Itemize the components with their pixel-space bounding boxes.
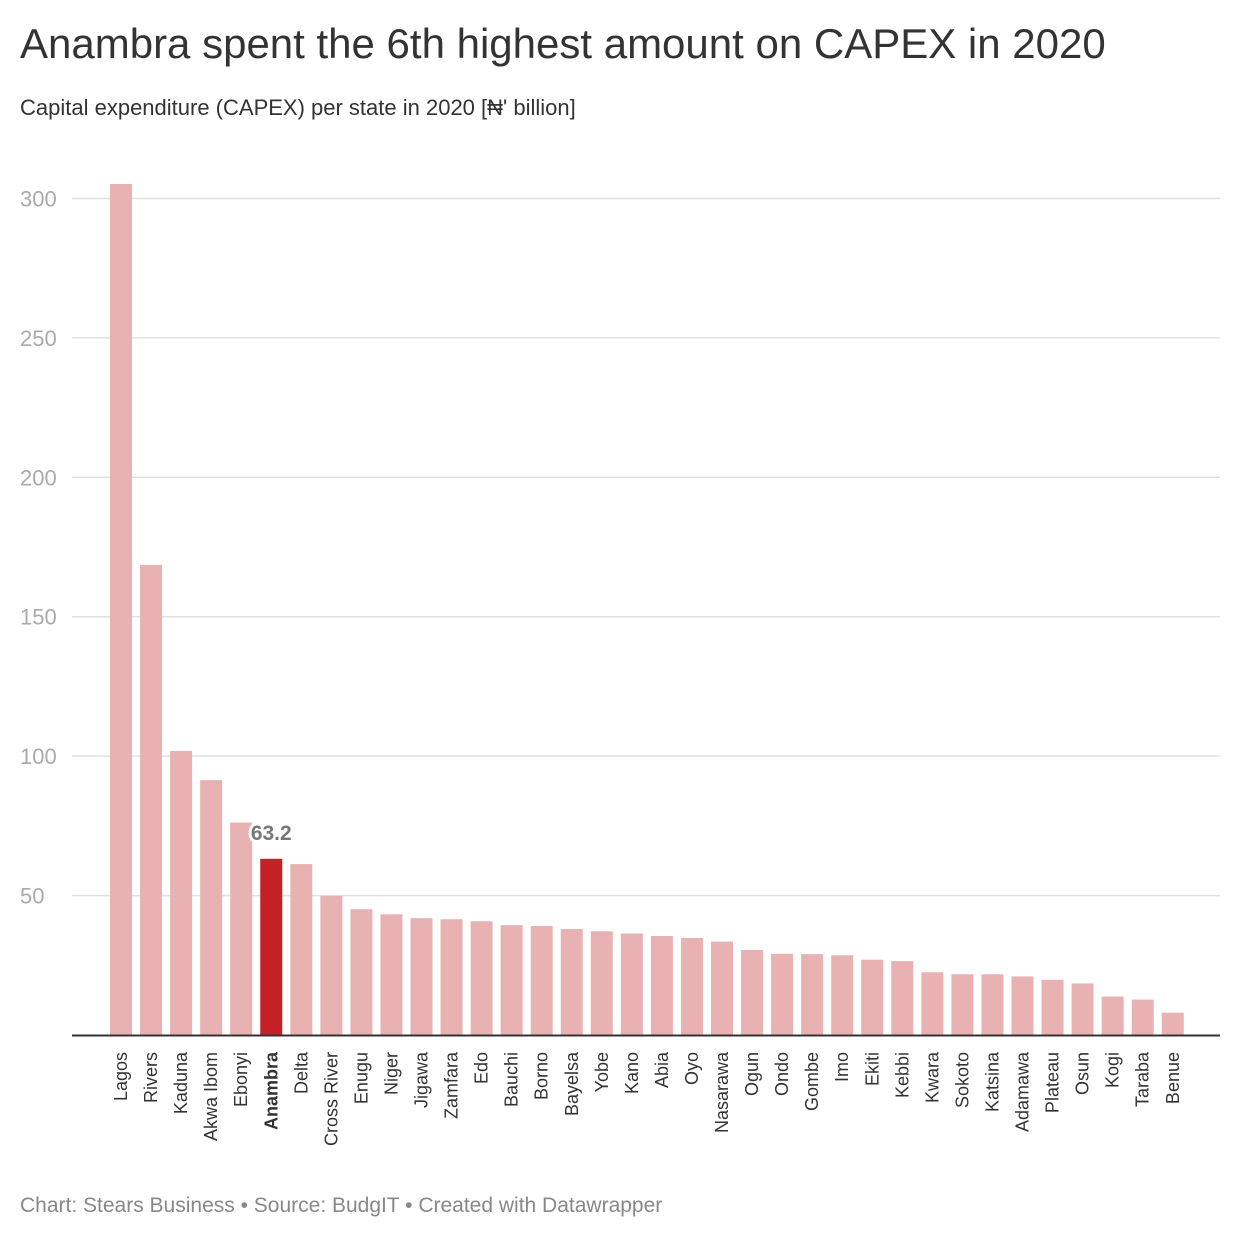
chart-footer: Chart: Stears Business • Source: BudgIT … [20, 1194, 663, 1217]
bars [110, 184, 1184, 1035]
x-tick-label-enugu: Enugu [351, 1052, 371, 1104]
bar-anambra [260, 858, 283, 1035]
x-tick-label-osun: Osun [1073, 1052, 1093, 1095]
x-tick-label-lagos: Lagos [111, 1052, 131, 1101]
bar-kaduna [170, 750, 193, 1035]
bar-cross-river [320, 895, 343, 1035]
x-tick-label-abia: Abia [652, 1051, 672, 1088]
bar-plateau [1041, 979, 1064, 1035]
bar-niger [380, 914, 403, 1035]
bar-gombe [801, 954, 824, 1035]
x-tick-label-delta: Delta [291, 1051, 311, 1094]
x-tick-label-gombe: Gombe [802, 1052, 822, 1111]
bar-bayelsa [560, 929, 583, 1035]
x-tick-label-cross-river: Cross River [321, 1052, 341, 1146]
bar-lagos [110, 184, 132, 1035]
bar-ondo [771, 953, 794, 1035]
data-label-anambra: 63.2 [251, 822, 292, 845]
bar-taraba [1131, 999, 1154, 1035]
bar-chart: 50 100 150 200 250 300 Lagos Rivers Kaduna Akwa … [20, 184, 1220, 1146]
data-labels: 63.2 [248, 819, 295, 848]
y-tick-label-300: 300 [20, 186, 57, 211]
x-tick-label-kogi: Kogi [1103, 1052, 1123, 1088]
bar-sokoto [951, 974, 974, 1035]
x-tick-label-benue: Benue [1163, 1052, 1183, 1104]
bar-jigawa [410, 918, 433, 1035]
x-tick-label-kebbi: Kebbi [892, 1052, 912, 1098]
x-tick-label-anambra: Anambra [261, 1051, 281, 1130]
bar-nasarawa [711, 941, 733, 1035]
x-axis-ticks: Lagos Rivers Kaduna Akwa Ibom Ebonyi Anambra D… [111, 1051, 1183, 1146]
x-tick-label-sokoto: Sokoto [952, 1052, 972, 1108]
bar-benue [1161, 1012, 1184, 1035]
x-tick-label-kwara: Kwara [922, 1051, 942, 1103]
x-tick-label-niger: Niger [381, 1052, 401, 1095]
bar-edo [470, 921, 493, 1035]
x-tick-label-kano: Kano [622, 1052, 642, 1094]
x-tick-label-ebonyi: Ebonyi [231, 1052, 251, 1107]
x-tick-label-katsina: Katsina [982, 1051, 1002, 1112]
bar-borno [530, 925, 553, 1035]
y-tick-label-50: 50 [20, 884, 44, 909]
y-tick-label-200: 200 [20, 465, 57, 490]
chart-title: Anambra spent the 6th highest amount on … [20, 20, 1106, 67]
x-tick-label-ogun: Ogun [742, 1052, 762, 1096]
bar-zamfara [440, 919, 463, 1035]
x-tick-label-borno: Borno [532, 1052, 552, 1100]
bar-yobe [590, 931, 613, 1035]
bar-kebbi [891, 961, 914, 1035]
bar-bauchi [500, 925, 523, 1035]
bar-imo [831, 955, 854, 1035]
bar-akwa-ibom [200, 780, 223, 1035]
bar-rivers [140, 564, 163, 1035]
x-tick-label-nasarawa: Nasarawa [712, 1051, 732, 1133]
x-tick-label-oyo: Oyo [682, 1052, 702, 1085]
bar-enugu [350, 909, 373, 1035]
bar-katsina [981, 974, 1004, 1035]
bar-ekiti [861, 959, 884, 1035]
x-tick-label-zamfara: Zamfara [442, 1051, 462, 1119]
x-tick-label-adamawa: Adamawa [1013, 1051, 1033, 1132]
x-tick-label-edo: Edo [472, 1052, 492, 1084]
bar-ogun [741, 949, 764, 1035]
bar-kwara [921, 972, 944, 1035]
x-tick-label-ondo: Ondo [772, 1052, 792, 1096]
x-tick-label-akwa-ibom: Akwa Ibom [201, 1052, 221, 1141]
x-tick-label-taraba: Taraba [1133, 1051, 1153, 1107]
chart-subtitle: Capital expenditure (CAPEX) per state in… [20, 95, 576, 120]
y-tick-label-250: 250 [20, 326, 57, 351]
gridlines [72, 197, 1220, 897]
bar-abia [650, 936, 673, 1035]
y-axis-ticks: 50 100 150 200 250 300 [20, 186, 57, 908]
y-tick-label-100: 100 [20, 744, 57, 769]
y-tick-label-150: 150 [20, 605, 57, 630]
x-tick-label-plateau: Plateau [1043, 1052, 1063, 1113]
x-tick-label-ekiti: Ekiti [862, 1052, 882, 1086]
bar-oyo [680, 937, 703, 1035]
x-tick-label-rivers: Rivers [141, 1052, 161, 1103]
bar-kogi [1101, 996, 1124, 1035]
bar-adamawa [1011, 976, 1034, 1035]
x-tick-label-jigawa: Jigawa [412, 1051, 432, 1108]
x-tick-label-yobe: Yobe [592, 1052, 612, 1092]
bar-ebonyi [230, 822, 253, 1035]
bar-delta [290, 864, 313, 1035]
x-tick-label-imo: Imo [832, 1052, 852, 1082]
bar-osun [1071, 983, 1094, 1035]
x-tick-label-kaduna: Kaduna [171, 1051, 191, 1114]
bar-kano [620, 933, 643, 1035]
x-tick-label-bauchi: Bauchi [502, 1052, 522, 1107]
x-tick-label-bayelsa: Bayelsa [562, 1051, 582, 1116]
